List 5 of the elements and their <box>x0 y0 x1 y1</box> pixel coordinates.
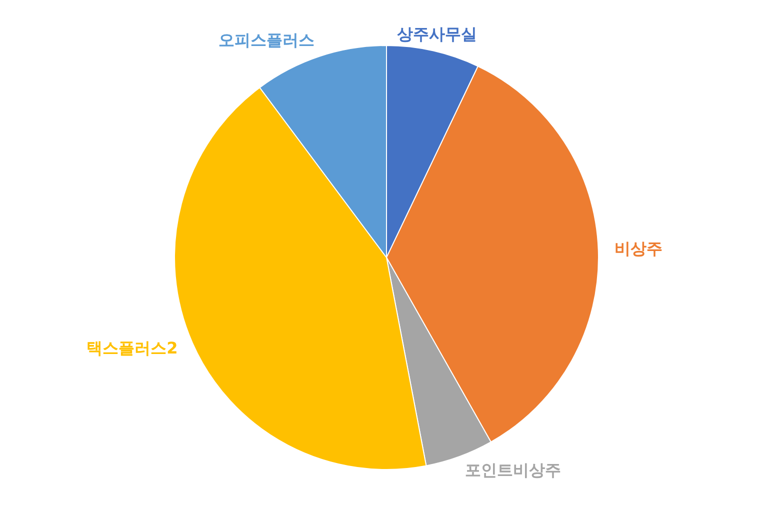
slice-label: 비상주 <box>614 238 662 258</box>
slice-label: 상주사무실 <box>396 24 477 44</box>
slice-label: 오피스플러스 <box>218 30 315 50</box>
slice-label: 포인트비상주 <box>465 460 562 480</box>
slice-label: 택스플러스2 <box>86 338 178 358</box>
